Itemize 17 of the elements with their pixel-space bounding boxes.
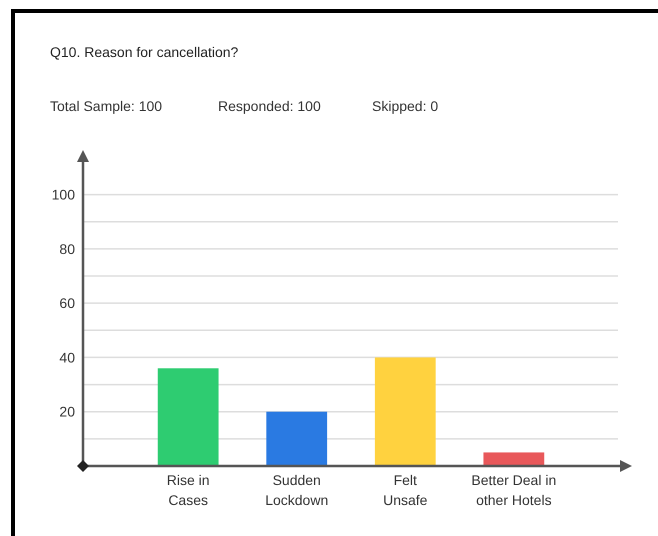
bar [266,412,328,466]
text: Skipped: 0 [372,98,438,114]
x-tick-label: Sudden Lockdown [265,472,328,508]
text: Responded: 100 [218,98,321,114]
text: Total Sample: 100 [50,98,162,114]
y-tick-label: 100 [52,186,76,202]
y-tick-label: 40 [59,349,76,366]
bar [374,357,436,466]
chart-title: Q10. Reason for cancellation? [50,44,239,60]
y-tick-label: 20 [59,404,76,420]
x-tick-label: Rise in Cases [166,472,210,508]
bar [158,368,219,466]
x-tick-label: Better Deal in other Hotels [471,472,556,508]
y-tick-label: 60 [59,295,76,312]
bar [483,452,544,466]
x-tick-label: Felt Unsafe [383,472,428,508]
y-tick-label: 80 [59,240,76,257]
